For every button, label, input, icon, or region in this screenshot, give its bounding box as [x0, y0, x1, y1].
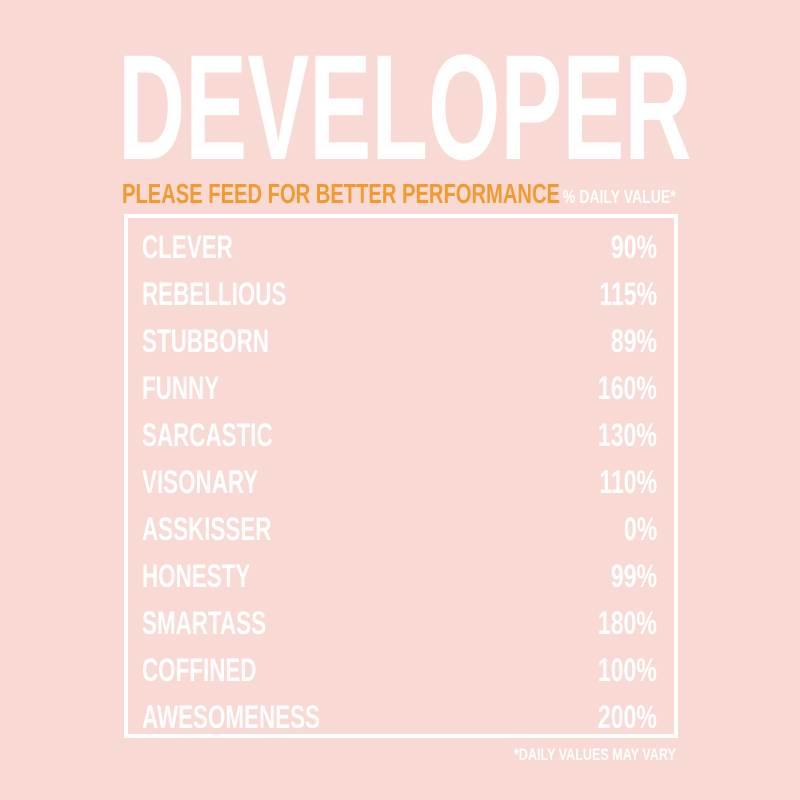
fact-row: SARCASTIC 130% — [142, 412, 657, 459]
fact-row: VISONARY 110% — [142, 459, 657, 506]
fact-label: FUNNY — [142, 370, 220, 406]
footnote: *DAILY VALUES MAY VARY — [514, 745, 676, 764]
fact-row: AWESOMENESS 200% — [142, 694, 657, 741]
fact-value: 115% — [599, 276, 657, 312]
fact-label: STUBBORN — [142, 323, 269, 359]
fact-label: COFFINED — [142, 652, 257, 688]
daily-value-header: % DAILY VALUE* — [563, 187, 676, 207]
fact-value: 160% — [598, 370, 657, 406]
fact-row: HONESTY 99% — [142, 553, 657, 600]
fact-value: 130% — [598, 417, 657, 453]
facts-list: CLEVER 90% REBELLIOUS 115% STUBBORN 89% … — [142, 224, 657, 741]
title: DEVELOPER — [118, 23, 692, 191]
fact-value: 99% — [610, 558, 657, 594]
fact-row: REBELLIOUS 115% — [142, 271, 657, 318]
fact-label: SARCASTIC — [142, 417, 273, 453]
fact-value: 180% — [598, 605, 657, 641]
fact-value: 100% — [598, 652, 657, 688]
fact-label: SMARTASS — [142, 605, 267, 641]
fact-row: STUBBORN 89% — [142, 318, 657, 365]
fact-row: ASSKISSER 0% — [142, 506, 657, 553]
fact-label: VISONARY — [142, 464, 259, 500]
fact-value: 90% — [610, 229, 657, 265]
fact-label: HONESTY — [142, 558, 251, 594]
fact-row: FUNNY 160% — [142, 365, 657, 412]
fact-value: 0% — [623, 511, 657, 547]
fact-label: CLEVER — [142, 229, 233, 265]
facts-box: CLEVER 90% REBELLIOUS 115% STUBBORN 89% … — [124, 214, 678, 738]
fact-row: CLEVER 90% — [142, 224, 657, 271]
subtitle: PLEASE FEED FOR BETTER PERFORMANCE — [122, 178, 560, 209]
fact-value: 110% — [599, 464, 657, 500]
fact-label: ASSKISSER — [142, 511, 272, 547]
fact-row: SMARTASS 180% — [142, 600, 657, 647]
fact-value: 89% — [610, 323, 657, 359]
fact-label: REBELLIOUS — [142, 276, 287, 312]
fact-label: AWESOMENESS — [142, 699, 320, 735]
fact-value: 200% — [598, 699, 657, 735]
fact-row: COFFINED 100% — [142, 647, 657, 694]
